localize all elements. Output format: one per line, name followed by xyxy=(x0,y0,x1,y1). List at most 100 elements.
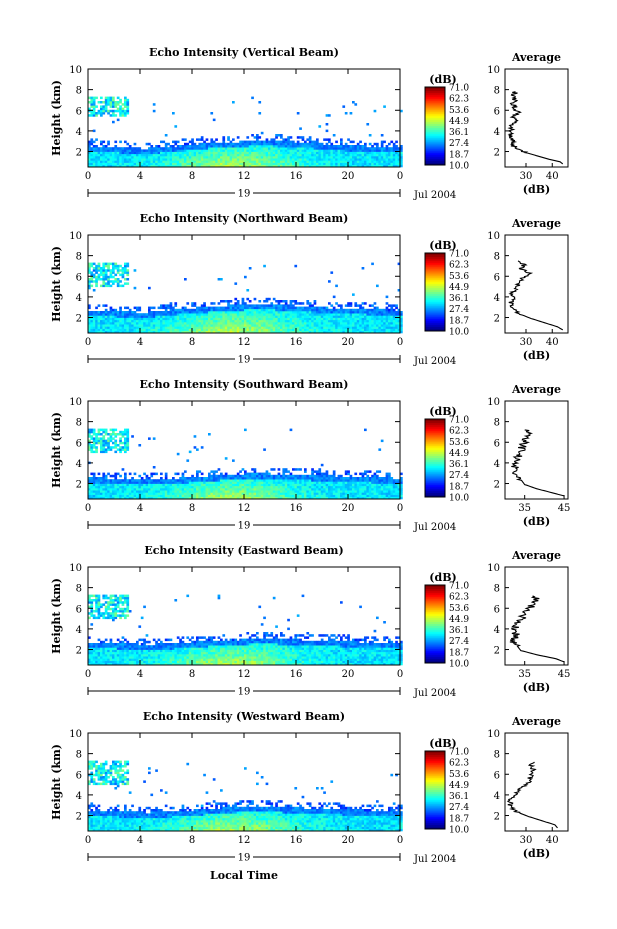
heatmap-cell xyxy=(88,448,91,451)
heatmap-cell xyxy=(119,430,122,434)
heatmap-cell xyxy=(289,477,293,480)
heatmap-cell xyxy=(292,313,295,316)
heatmap-cell xyxy=(174,328,178,332)
heatmap-cell xyxy=(265,306,269,310)
colorbar-step xyxy=(425,268,445,271)
heatmap-cell xyxy=(124,156,127,159)
heatmap-cell xyxy=(215,479,218,482)
heatmap-cell xyxy=(227,485,230,489)
heatmap-cell xyxy=(318,319,322,323)
heatmap-cell xyxy=(301,149,305,152)
heatmap-cell xyxy=(287,488,290,491)
heatmap-cell xyxy=(198,494,202,498)
heatmap-cell xyxy=(90,496,94,500)
heatmap-cell xyxy=(388,328,391,332)
colorbar-step xyxy=(425,282,445,285)
heatmap-cell xyxy=(344,160,348,163)
heatmap-cell xyxy=(184,470,187,473)
heatmap-cell xyxy=(248,317,252,321)
heatmap-cell xyxy=(241,158,245,161)
heatmap-cell xyxy=(136,490,139,493)
heatmap-cell xyxy=(224,317,228,321)
heatmap-cell xyxy=(116,324,120,327)
heatmap-cell xyxy=(148,313,151,316)
heatmap-cell xyxy=(287,330,290,334)
heatmap-cell xyxy=(371,153,374,157)
heatmap-cell xyxy=(124,282,127,285)
heatmap-cell xyxy=(224,326,228,329)
heatmap-cell xyxy=(227,149,230,152)
heatmap-cell xyxy=(323,319,326,323)
heatmap-cell xyxy=(191,162,194,166)
heatmap-cell xyxy=(198,149,202,152)
heatmap-cell xyxy=(88,319,91,323)
heatmap-cell xyxy=(316,490,319,493)
heatmap-cell xyxy=(174,492,178,495)
heatmap-cell xyxy=(251,153,254,157)
heatmap-cell xyxy=(208,472,211,476)
heatmap-cell xyxy=(280,300,283,303)
heatmap-cell xyxy=(246,490,250,493)
heatmap-cell xyxy=(176,160,180,163)
heatmap-cell xyxy=(121,158,125,161)
heatmap-cell xyxy=(196,308,199,312)
heatmap-cell xyxy=(318,153,322,157)
heatmap-cell xyxy=(323,147,326,150)
heatmap-cell xyxy=(181,153,185,157)
colorbar-step xyxy=(425,98,445,102)
heatmap-cell xyxy=(280,490,283,493)
heatmap-cell xyxy=(186,483,190,487)
heatmap-cell xyxy=(378,162,382,166)
heatmap-cell xyxy=(90,450,94,454)
heatmap-cell xyxy=(244,490,247,493)
heatmap-cell xyxy=(236,160,240,163)
heatmap-cell xyxy=(232,162,235,166)
heatmap-cell xyxy=(248,160,252,163)
heatmap-cell xyxy=(260,160,264,163)
heatmap-cell xyxy=(95,322,98,325)
heatmap-cell xyxy=(256,306,259,310)
heatmap-cell xyxy=(313,149,317,152)
heatmap-cell xyxy=(296,330,300,334)
heatmap-cell xyxy=(246,481,250,484)
heatmap-cell xyxy=(376,145,379,148)
heatmap-cell xyxy=(292,160,295,163)
heatmap-cell xyxy=(289,158,293,161)
heatmap-cell xyxy=(88,317,91,321)
heatmap-cell xyxy=(176,492,180,495)
colorbar-label: (dB) xyxy=(429,239,456,252)
heatmap-cell xyxy=(251,306,254,310)
colorbar-step xyxy=(425,305,445,308)
heatmap-cell xyxy=(88,109,91,113)
heatmap-cell xyxy=(114,153,118,157)
heatmap-cell xyxy=(160,330,163,334)
heatmap-cell xyxy=(133,319,137,323)
heatmap-cell xyxy=(179,494,182,498)
heatmap-cell xyxy=(128,324,132,327)
heatmap-cell xyxy=(248,488,252,491)
heatmap-cell xyxy=(128,472,132,476)
heatmap-cell xyxy=(376,317,379,321)
heatmap-cell xyxy=(186,496,190,500)
heatmap-cell xyxy=(376,164,379,168)
heatmap-cell xyxy=(349,160,353,163)
heatmap-cell xyxy=(311,330,314,334)
heatmap-cell xyxy=(284,494,288,498)
heatmap-cell xyxy=(210,142,214,146)
heatmap-cell xyxy=(162,156,166,159)
heatmap-cell xyxy=(97,267,101,270)
heatmap-cell xyxy=(234,156,238,159)
heatmap-cell xyxy=(179,330,182,334)
heatmap-cell xyxy=(272,485,276,489)
heatmap-cell xyxy=(200,490,204,493)
heatmap-cell xyxy=(203,142,206,146)
heatmap-cell xyxy=(97,481,101,484)
heatmap-cell xyxy=(277,330,281,334)
heatmap-cell xyxy=(217,149,221,152)
heatmap-cell xyxy=(104,319,108,323)
heatmap-cell xyxy=(205,145,209,148)
heatmap-cell xyxy=(198,485,202,489)
heatmap-cell xyxy=(332,160,336,163)
heatmap-cell xyxy=(241,330,245,334)
heatmap-cell xyxy=(172,140,175,144)
